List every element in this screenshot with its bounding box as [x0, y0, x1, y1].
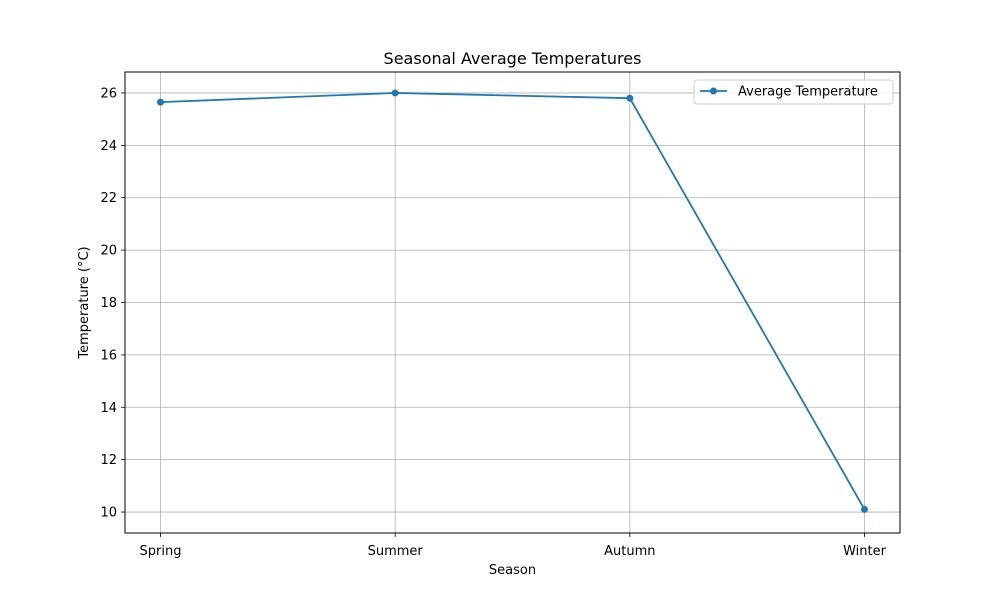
- y-tick-label: 14: [100, 401, 117, 416]
- x-tick-label: Summer: [368, 544, 424, 559]
- chart-title: Seasonal Average Temperatures: [384, 49, 642, 68]
- x-tick-label: Spring: [140, 544, 182, 559]
- series-layer: [157, 89, 868, 513]
- y-axis-label: Temperature (°C): [77, 246, 92, 359]
- x-tick-label: Winter: [843, 544, 887, 559]
- legend-marker-swatch: [710, 87, 717, 95]
- gridlines: [125, 72, 900, 533]
- data-point: [391, 89, 399, 97]
- legend-label: Average Temperature: [738, 85, 878, 100]
- y-tick-label: 12: [100, 453, 117, 468]
- y-tick-label: 22: [100, 191, 117, 206]
- y-tick-label: 16: [100, 348, 117, 363]
- x-axis-ticks: Spring Summer Autumn Winter: [140, 533, 887, 559]
- data-point: [626, 94, 634, 102]
- data-point: [157, 98, 164, 106]
- y-tick-label: 24: [100, 139, 117, 154]
- series-line: [160, 92, 866, 510]
- y-axis-ticks: 10 12 14 16 18 20 22 24 26: [100, 86, 125, 521]
- y-tick-label: 10: [100, 506, 117, 521]
- legend-box: [693, 79, 894, 105]
- data-point: [861, 505, 868, 513]
- y-tick-label: 26: [100, 86, 117, 101]
- x-tick-label: Autumn: [604, 544, 655, 559]
- x-axis-label: Season: [489, 563, 536, 578]
- y-tick-label: 20: [100, 244, 117, 259]
- legend: Average Temperature: [693, 79, 894, 105]
- y-tick-label: 18: [100, 296, 117, 311]
